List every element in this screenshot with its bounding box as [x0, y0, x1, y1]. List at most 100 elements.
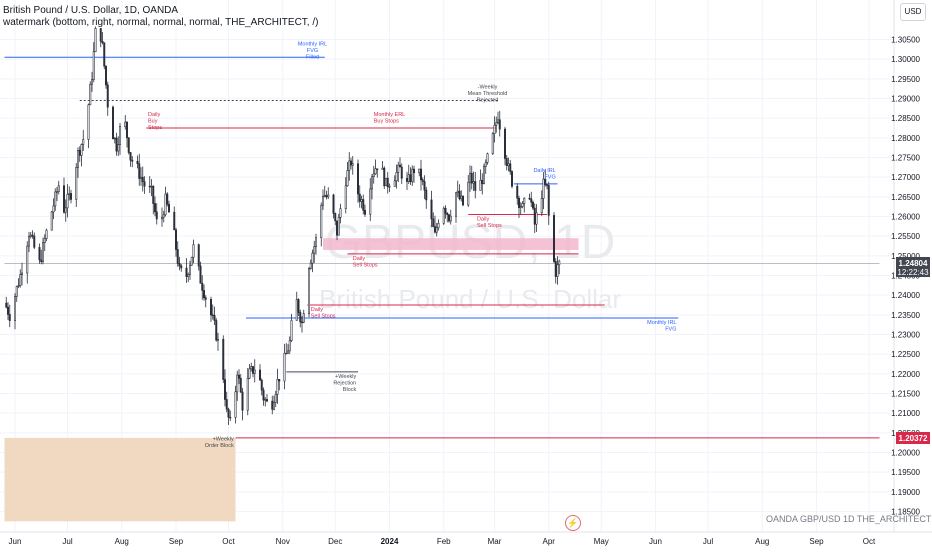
candle [262, 387, 265, 406]
monthly-irl-fvg-label: Monthly IRL [298, 41, 327, 47]
candle [55, 186, 58, 202]
candle [544, 168, 547, 187]
candle [80, 143, 83, 167]
candle [246, 368, 249, 416]
candle [495, 116, 498, 133]
candle [99, 28, 102, 48]
candle [75, 162, 78, 208]
candle [449, 209, 452, 225]
candle [535, 204, 538, 232]
candle [335, 220, 338, 241]
daily-buy-stops-label: Stops [148, 125, 162, 131]
candle [446, 212, 449, 223]
candle [112, 105, 115, 140]
daily-sell-stops-lower-label: Sell Stops [311, 313, 336, 319]
candle [17, 278, 20, 289]
x-tick-label: Aug [755, 537, 769, 546]
candle [38, 243, 41, 264]
candle [64, 199, 67, 222]
x-tick-label: Jul [62, 537, 72, 546]
weekly-mean-threshold-label: Mean Threshold [468, 91, 508, 97]
currency-button[interactable]: USD [900, 3, 926, 21]
candle [78, 146, 81, 162]
last-price-badge [896, 257, 930, 277]
candle [302, 309, 305, 324]
weekly-order-block-label: +Weekly [213, 437, 234, 443]
candle [395, 164, 398, 189]
pink-fvg-zone [323, 238, 579, 250]
candle [178, 256, 181, 271]
candle [5, 296, 8, 309]
symbol-title[interactable]: British Pound / U.S. Dollar, 1D, OANDA [3, 5, 179, 16]
candle [381, 160, 384, 170]
candle [517, 195, 520, 219]
candle [238, 369, 241, 385]
candle [493, 116, 496, 143]
weekly-rejection-block-label: Block [343, 387, 357, 393]
candle [62, 177, 65, 214]
x-tick-label: Jun [9, 537, 22, 546]
candle [456, 180, 459, 198]
y-tick-label: 1.24000 [891, 291, 920, 300]
candle [540, 190, 543, 216]
candle [176, 241, 179, 267]
candle [272, 395, 275, 411]
y-tick-label: 1.28500 [891, 114, 920, 123]
candle [180, 263, 183, 272]
candle [278, 379, 281, 391]
candle [363, 204, 366, 217]
monthly-erl-buy-stops-label: Monthly ERL [374, 112, 406, 118]
candle [20, 262, 23, 286]
candle [433, 215, 436, 234]
candle [250, 362, 253, 372]
candle [299, 309, 302, 328]
candle [50, 210, 53, 231]
candle [407, 164, 410, 184]
candle [320, 202, 323, 247]
candle [190, 256, 193, 266]
candle [253, 359, 256, 383]
candle [388, 183, 391, 193]
candle [119, 122, 122, 155]
candle [311, 249, 314, 273]
y-tick-label: 1.21500 [891, 390, 920, 399]
candle [265, 394, 268, 403]
monthly-erl-buy-stops-label: Buy Stops [374, 119, 399, 125]
monthly-irl-fvg-low-label: FVG [665, 326, 676, 332]
candle [274, 390, 277, 408]
candle [31, 230, 34, 239]
candle [286, 344, 289, 354]
candle [374, 159, 377, 175]
candle [454, 191, 457, 223]
daily-sell-stops-lower-label: Daily [311, 307, 323, 313]
candle [126, 121, 129, 148]
candle [236, 370, 239, 401]
candle [383, 166, 386, 190]
candle [348, 152, 351, 181]
candle [430, 190, 433, 228]
candle [290, 313, 293, 343]
candle [468, 165, 471, 192]
candle [507, 157, 510, 172]
candle [127, 137, 130, 155]
candle [398, 157, 401, 168]
candle [423, 175, 426, 200]
candle [372, 165, 375, 184]
candle [7, 302, 10, 321]
y-tick-label: 1.25000 [891, 252, 920, 261]
watermark-name: British Pound / U.S. Dollar [319, 284, 621, 314]
y-tick-label: 1.28000 [891, 134, 920, 143]
candle [87, 103, 90, 149]
indicator-label[interactable]: watermark (bottom, right, normal, normal… [3, 17, 319, 28]
candle [412, 165, 415, 183]
candle [393, 175, 396, 187]
tradingview-logo-icon[interactable]: ⚡ [565, 515, 581, 531]
y-tick-label: 1.25500 [891, 232, 920, 241]
candle [337, 213, 340, 236]
candle [295, 291, 298, 321]
candle [89, 81, 92, 106]
y-tick-label: 1.19500 [891, 468, 920, 477]
